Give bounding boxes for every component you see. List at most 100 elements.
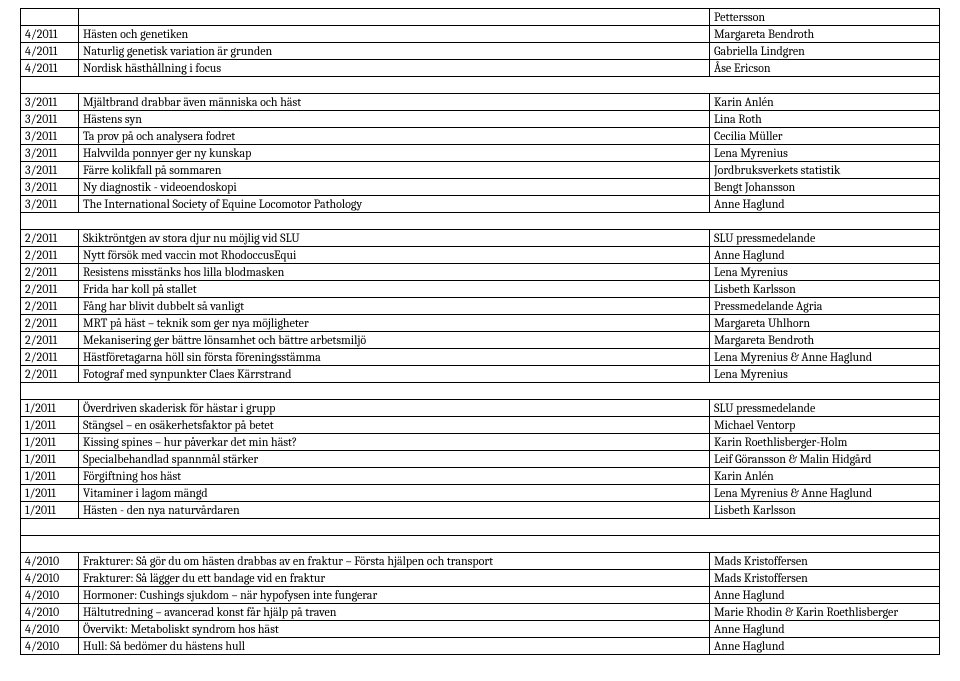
author-cell: Lena Myrenius	[710, 145, 940, 162]
issue-cell: 1/2011	[21, 400, 79, 417]
author-cell: Anne Haglund	[710, 247, 940, 264]
table-row: 2/2011Frida har koll på stalletLisbeth K…	[21, 281, 940, 298]
table-row: 2/2011Nytt försök med vaccin mot Rhodocc…	[21, 247, 940, 264]
author-cell: Margareta Bendroth	[710, 26, 940, 43]
author-cell: Marie Rhodin & Karin Roethlisberger	[710, 604, 940, 621]
title-cell: Fång har blivit dubbelt så vanligt	[79, 298, 710, 315]
author-cell: Lina Roth	[710, 111, 940, 128]
issue-cell: 2/2011	[21, 230, 79, 247]
issue-cell: 4/2010	[21, 587, 79, 604]
title-cell: Färre kolikfall på sommaren	[79, 162, 710, 179]
issue-cell: 1/2011	[21, 485, 79, 502]
author-cell: Margareta Uhlhorn	[710, 315, 940, 332]
spacer-cell	[21, 536, 940, 553]
title-cell: Vitaminer i lagom mängd	[79, 485, 710, 502]
spacer-row	[21, 77, 940, 94]
issue-cell: 4/2010	[21, 553, 79, 570]
table-row: 1/2011Hästen - den nya naturvårdarenLisb…	[21, 502, 940, 519]
table-row: 3/2011Mjältbrand drabbar även människa o…	[21, 94, 940, 111]
spacer-cell	[21, 519, 940, 536]
table-row: 1/2011Stängsel – en osäkerhetsfaktor på …	[21, 417, 940, 434]
table-row: 1/2011Kissing spines – hur påverkar det …	[21, 434, 940, 451]
table-row: 4/2010Övervikt: Metaboliskt syndrom hos …	[21, 621, 940, 638]
table-row: 4/2011Hästen och genetikenMargareta Bend…	[21, 26, 940, 43]
issue-cell: 3/2011	[21, 196, 79, 213]
table-row: 3/2011Halvvilda ponnyer ger ny kunskapLe…	[21, 145, 940, 162]
issue-cell: 2/2011	[21, 349, 79, 366]
spacer-row	[21, 213, 940, 230]
issue-cell: 4/2011	[21, 60, 79, 77]
table-row: 2/2011MRT på häst – teknik som ger nya m…	[21, 315, 940, 332]
title-cell	[79, 9, 710, 26]
issue-cell: 3/2011	[21, 145, 79, 162]
issue-cell	[21, 9, 79, 26]
title-cell: Övervikt: Metaboliskt syndrom hos häst	[79, 621, 710, 638]
issue-cell: 1/2011	[21, 468, 79, 485]
title-cell: Hull: Så bedömer du hästens hull	[79, 638, 710, 655]
issue-cell: 2/2011	[21, 332, 79, 349]
table-row: 2/2011Hästföretagarna höll sin första fö…	[21, 349, 940, 366]
author-cell: Jordbruksverkets statistik	[710, 162, 940, 179]
issue-cell: 2/2011	[21, 366, 79, 383]
title-cell: Nordisk hästhållning i focus	[79, 60, 710, 77]
table-row: 2/2011Skiktröntgen av stora djur nu möjl…	[21, 230, 940, 247]
issue-cell: 1/2011	[21, 451, 79, 468]
author-cell: Pettersson	[710, 9, 940, 26]
author-cell: Gabriella Lindgren	[710, 43, 940, 60]
issue-cell: 1/2011	[21, 502, 79, 519]
table-row: 4/2011Nordisk hästhållning i focusÅse Er…	[21, 60, 940, 77]
author-cell: Bengt Johansson	[710, 179, 940, 196]
author-cell: Michael Ventorp	[710, 417, 940, 434]
spacer-cell	[21, 77, 940, 94]
title-cell: Kissing spines – hur påverkar det min hä…	[79, 434, 710, 451]
author-cell: Lena Myrenius & Anne Haglund	[710, 349, 940, 366]
table-row: 2/2011Mekanisering ger bättre lönsamhet …	[21, 332, 940, 349]
title-cell: Frakturer: Så lägger du ett bandage vid …	[79, 570, 710, 587]
author-cell: Lisbeth Karlsson	[710, 281, 940, 298]
author-cell: Karin Anlén	[710, 468, 940, 485]
table-row: 3/2011Färre kolikfall på sommarenJordbru…	[21, 162, 940, 179]
title-cell: Hältutredning – avancerad konst får hjäl…	[79, 604, 710, 621]
author-cell: Karin Roethlisberger-Holm	[710, 434, 940, 451]
author-cell: Margareta Bendroth	[710, 332, 940, 349]
table-row: 3/2011Ta prov på och analysera fodretCec…	[21, 128, 940, 145]
table-row: 2/2011Resistens misstänks hos lilla blod…	[21, 264, 940, 281]
author-cell: Lisbeth Karlsson	[710, 502, 940, 519]
issue-cell: 4/2010	[21, 638, 79, 655]
author-cell: Leif Göransson & Malin Hidgård	[710, 451, 940, 468]
article-index-table: Pettersson4/2011Hästen och genetikenMarg…	[20, 8, 940, 655]
table-row: 4/2010Frakturer: Så gör du om hästen dra…	[21, 553, 940, 570]
title-cell: Mjältbrand drabbar även människa och häs…	[79, 94, 710, 111]
issue-cell: 2/2011	[21, 298, 79, 315]
table-row: 4/2010Hull: Så bedömer du hästens hullAn…	[21, 638, 940, 655]
author-cell: Lena Myrenius & Anne Haglund	[710, 485, 940, 502]
author-cell: SLU pressmedelande	[710, 230, 940, 247]
table-row: 1/2011Förgiftning hos hästKarin Anlén	[21, 468, 940, 485]
title-cell: Hästen och genetiken	[79, 26, 710, 43]
title-cell: Specialbehandlad spannmål stärker	[79, 451, 710, 468]
title-cell: Frakturer: Så gör du om hästen drabbas a…	[79, 553, 710, 570]
title-cell: Hästföretagarna höll sin första förening…	[79, 349, 710, 366]
author-cell: SLU pressmedelande	[710, 400, 940, 417]
title-cell: Överdriven skaderisk för hästar i grupp	[79, 400, 710, 417]
title-cell: Naturlig genetisk variation är grunden	[79, 43, 710, 60]
issue-cell: 2/2011	[21, 315, 79, 332]
title-cell: Nytt försök med vaccin mot RhodoccusEqui	[79, 247, 710, 264]
title-cell: Skiktröntgen av stora djur nu möjlig vid…	[79, 230, 710, 247]
table-row: 1/2011Överdriven skaderisk för hästar i …	[21, 400, 940, 417]
issue-cell: 1/2011	[21, 434, 79, 451]
issue-cell: 4/2010	[21, 570, 79, 587]
author-cell: Karin Anlén	[710, 94, 940, 111]
issue-cell: 3/2011	[21, 94, 79, 111]
author-cell: Pressmedelande Agria	[710, 298, 940, 315]
table-row: 2/2011Fotograf med synpunkter Claes Kärr…	[21, 366, 940, 383]
author-cell: Anne Haglund	[710, 587, 940, 604]
table-row: 4/2010Frakturer: Så lägger du ett bandag…	[21, 570, 940, 587]
table-row: 3/2011Ny diagnostik - videoendoskopiBeng…	[21, 179, 940, 196]
title-cell: Ta prov på och analysera fodret	[79, 128, 710, 145]
table-row: 3/2011Hästens synLina Roth	[21, 111, 940, 128]
issue-cell: 3/2011	[21, 111, 79, 128]
table-row: 2/2011Fång har blivit dubbelt så vanligt…	[21, 298, 940, 315]
title-cell: Stängsel – en osäkerhetsfaktor på betet	[79, 417, 710, 434]
issue-cell: 4/2010	[21, 621, 79, 638]
